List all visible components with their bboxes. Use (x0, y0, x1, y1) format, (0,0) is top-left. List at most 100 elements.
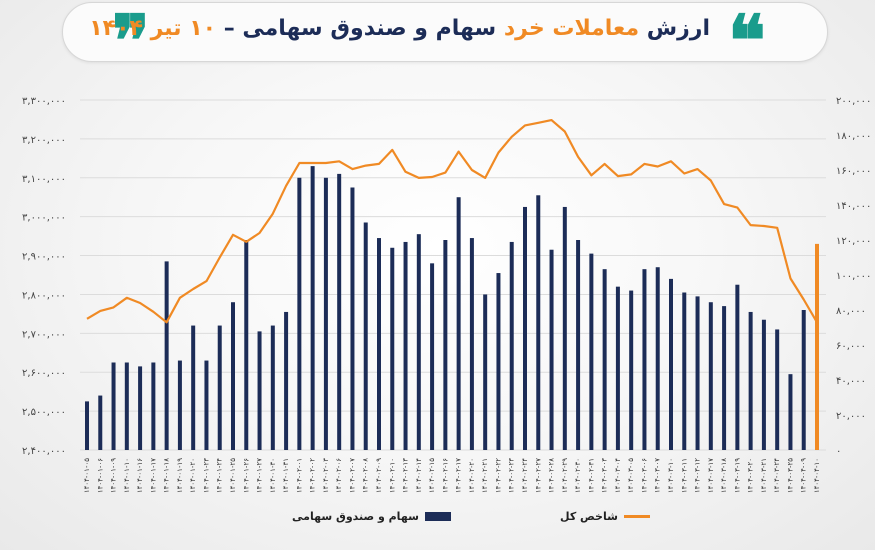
title-highlight-retail: معاملات خرد (503, 16, 640, 41)
bar (815, 243, 819, 450)
x-tick-label: ۱۴۰۴-۰۳-۱۹ (733, 458, 741, 493)
x-tick-label: ۱۴۰۴-۰۳-۰۳ (601, 458, 609, 493)
bar (576, 240, 581, 450)
bar (270, 325, 275, 450)
x-tick-label: ۱۴۰۴-۰۱-۰۵ (83, 458, 91, 493)
x-tick-label: ۱۴۰۴-۰۳-۱۰ (667, 458, 675, 493)
bar (191, 325, 196, 450)
bar (761, 319, 766, 450)
bar (310, 166, 315, 450)
x-tick-label: ۱۴۰۴-۰۳-۱۷ (707, 458, 715, 493)
x-tick-label: ۱۴۰۴-۰۳-۱۱ (680, 458, 688, 493)
right-tick-label: ۲۰,۰۰۰ (836, 411, 866, 422)
bar (85, 401, 89, 450)
x-tick-label: ۱۴۰۴-۰۲-۰۱ (295, 458, 303, 493)
x-tick-label: ۱۴۰۴-۰۲-۰۶ (335, 458, 343, 493)
x-tick-label: ۱۴۰۴-۰۱-۱۰ (123, 458, 131, 493)
x-tick-label: ۱۴۰۴-۰۱-۲۷ (256, 458, 264, 493)
bar (469, 238, 474, 450)
bar (496, 273, 501, 450)
x-tick-label: ۱۴۰۴-۰۲-۱۴ (415, 458, 423, 493)
x-tick-label: ۱۴۰۴-۰۱-۳۱ (282, 458, 290, 493)
x-tick-label: ۱۴۰۴-۰۴-۰۹ (800, 458, 808, 493)
bar (297, 177, 302, 450)
x-tick-label: ۱۴۰۴-۰۱-۲۰ (189, 458, 197, 493)
bar (284, 311, 289, 450)
close-quote-icon: ❝ (728, 0, 766, 82)
x-tick-label: ۱۴۰۴-۰۳-۰۷ (654, 458, 662, 493)
title-word-stocks: سهام و صندوق سهامی – (223, 16, 497, 41)
x-tick-label: ۱۴۰۴-۰۲-۱۳ (402, 458, 410, 493)
left-tick-label: ۳,۳۰۰,۰۰۰ (22, 96, 66, 107)
bar (164, 261, 169, 450)
x-tick-label: ۱۴۰۴-۰۲-۲۸ (548, 458, 556, 493)
legend-bar-swatch (424, 511, 451, 521)
x-tick-label: ۱۴۰۴-۰۱-۱۶ (136, 458, 144, 493)
bar (416, 234, 421, 450)
x-tick-label: ۱۴۰۴-۰۲-۲۰ (468, 458, 476, 493)
bar (788, 374, 793, 450)
x-tick-label: ۱۴۰۴-۰۱-۲۵ (229, 458, 237, 493)
left-tick-label: ۲,۵۰۰,۰۰۰ (22, 407, 66, 418)
x-tick-label: ۱۴۰۴-۰۱-۱۹ (176, 458, 184, 493)
bar (629, 290, 634, 450)
x-tick-label: ۱۴۰۴-۰۱-۳۰ (269, 458, 277, 493)
bar (801, 310, 806, 450)
legend-bars: سهام و صندوق سهامی (292, 505, 451, 527)
bar-series (85, 166, 819, 450)
x-tick-label: ۱۴۰۴-۰۳-۰۶ (640, 458, 648, 493)
bar (217, 325, 222, 450)
x-tick-label: ۱۴۰۴-۰۲-۲۱ (481, 458, 489, 493)
x-tick-label: ۱۴۰۴-۰۳-۲۰ (747, 458, 755, 493)
left-tick-label: ۲,۹۰۰,۰۰۰ (22, 252, 66, 263)
bar (337, 173, 342, 450)
bar (244, 240, 249, 450)
line-series (86, 118, 818, 324)
x-tick-label: ۱۴۰۴-۰۱-۲۳ (202, 458, 210, 493)
right-tick-label: ۴۰,۰۰۰ (836, 376, 866, 387)
right-tick-label: ۰ (836, 446, 841, 457)
bar (682, 292, 687, 450)
x-tick-label: ۱۴۰۴-۰۱-۰۶ (96, 458, 104, 493)
bar (177, 360, 182, 450)
x-tick-label: ۱۴۰۴-۰۲-۲۳ (508, 458, 516, 493)
x-tick-label: ۱۴۰۴-۰۳-۲۵ (786, 458, 794, 493)
bar (390, 247, 395, 450)
title-banner (62, 2, 828, 62)
x-tick-label: ۱۴۰۴-۰۳-۰۴ (614, 458, 622, 493)
left-tick-label: ۳,۰۰۰,۰۰۰ (22, 213, 66, 224)
x-tick-label: ۱۴۰۴-۰۱-۱۷ (149, 458, 157, 493)
bar (456, 197, 461, 450)
bar (483, 294, 488, 450)
legend-line: شاخص کل (560, 505, 650, 527)
bar (111, 362, 116, 450)
open-quote-icon: ❞ (112, 0, 150, 82)
x-tick-label: ۱۴۰۴-۰۲-۱۵ (428, 458, 436, 493)
bar (124, 362, 129, 450)
x-tick-label: ۱۴۰۴-۰۲-۰۸ (362, 458, 370, 493)
right-tick-label: ۱۸۰,۰۰۰ (836, 131, 871, 142)
x-tick-label: ۱۴۰۴-۰۲-۱۰ (388, 458, 396, 493)
left-tick-label: ۳,۱۰۰,۰۰۰ (22, 174, 66, 185)
bar (615, 286, 620, 450)
x-tick-label: ۱۴۰۴-۰۲-۰۹ (375, 458, 383, 493)
right-tick-label: ۲۰۰,۰۰۰ (836, 96, 871, 107)
bar (523, 206, 527, 450)
bar (562, 206, 567, 450)
x-axis: ۱۴۰۴-۰۱-۰۵ ۱۴۰۴-۰۱-۰۶ ۱۴۰۴-۰۱-۰۹ ۱۴۰۴-۰۱-۱۰… (83, 458, 821, 493)
x-tick-label: ۱۴۰۴-۰۴-۱۰ (813, 458, 821, 493)
left-tick-label: ۳,۲۰۰,۰۰۰ (22, 135, 66, 146)
left-axis: ۲,۴۰۰,۰۰۰ ۲,۵۰۰,۰۰۰ ۲,۶۰۰,۰۰۰ ۲,۷۰۰,۰۰۰ ۲,۸۰… (22, 96, 66, 457)
right-tick-label: ۶۰,۰۰۰ (836, 341, 866, 352)
bar (735, 284, 740, 450)
x-tick-label: ۱۴۰۴-۰۲-۰۲ (309, 458, 317, 493)
bar (204, 360, 209, 450)
bar (642, 269, 647, 450)
x-tick-label: ۱۴۰۴-۰۳-۱۲ (694, 458, 702, 493)
bar (98, 395, 103, 450)
x-tick-label: ۱۴۰۴-۰۳-۲۴ (773, 458, 781, 493)
bar (748, 311, 753, 450)
right-tick-label: ۱۶۰,۰۰۰ (836, 166, 871, 177)
